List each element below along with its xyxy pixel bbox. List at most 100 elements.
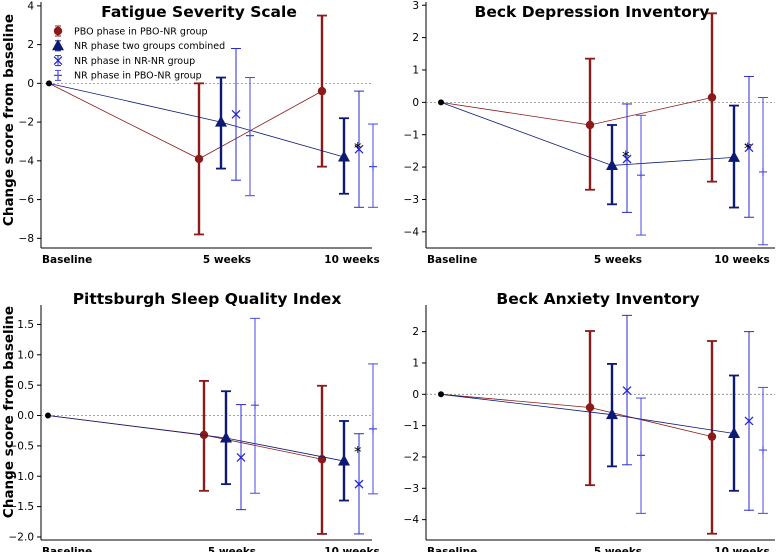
data-point [707, 93, 717, 102]
x-tick-label-baseline: Baseline [427, 546, 477, 552]
panel-title: Beck Anxiety Inventory [496, 290, 699, 308]
data-point [585, 403, 595, 412]
y-tick-label: 1 [412, 358, 419, 370]
y-tick-label: 2 [412, 326, 419, 338]
series-nr-phase-in-pbo-nr-group [636, 386, 768, 514]
y-axis-label-bottom: Change score from baseline [1, 306, 17, 518]
y-tick-label: 3 [412, 0, 419, 12]
y-tick-label: 1.5 [17, 319, 34, 331]
y-tick-label: 4 [27, 0, 34, 12]
y-tick-label: −1.0 [9, 471, 35, 483]
data-point [637, 451, 645, 460]
data-point [236, 452, 246, 462]
legend-item-pbo-phase-in-pbo-nr-group: PBO phase in PBO-NR group [53, 25, 208, 37]
data-point [354, 479, 364, 489]
legend-label: NR phase in PBO-NR group [74, 71, 202, 82]
panel-title: Fatigue Severity Scale [101, 3, 297, 21]
y-tick-label: 0 [412, 389, 419, 401]
y-tick-label: −3 [404, 483, 419, 495]
series-line [440, 101, 735, 166]
x-tick-label-10-weeks: 10 weeks [714, 546, 769, 552]
x-tick-label-baseline: Baseline [42, 254, 92, 266]
data-point [728, 426, 740, 438]
panel-beck-depression-inventory: Beck Depression Inventory 3 2 1 0 −1 −2 −3 −4 Bas… [404, 0, 775, 266]
y-tick-label: −2.0 [9, 532, 35, 544]
legend-marker [54, 71, 62, 80]
legend-label: PBO phase in PBO-NR group [74, 26, 208, 37]
series-nr-phase-in-nr-nr-group [622, 314, 754, 511]
legend-marker [52, 39, 64, 51]
series-nr-phase-two-groups-combined [440, 363, 740, 492]
data-point [759, 446, 767, 455]
baseline-point [438, 391, 444, 398]
x-tick-label-10-weeks: 10 weeks [714, 254, 769, 266]
y-tick-label: −8 [19, 233, 34, 245]
panel-fatigue-severity-scale: Fatigue Severity Scale 4 2 0 −2 −4 −6 −8 Baselin… [19, 0, 380, 266]
y-tick-label: −2 [19, 117, 34, 129]
data-point [317, 86, 327, 96]
data-point [369, 162, 377, 171]
panel-title: Pittsburgh Sleep Quality Index [73, 290, 342, 308]
legend-label: NR phase in NR-NR group [74, 56, 195, 67]
data-point [606, 158, 618, 170]
y-tick-label: 0.5 [17, 380, 34, 392]
data-point [759, 167, 767, 176]
series-nr-phase-in-nr-nr-group [236, 404, 364, 535]
data-point [728, 150, 740, 162]
x-tick-label-10-weeks: 10 weeks [324, 254, 379, 266]
data-point [338, 454, 350, 466]
y-tick-label: −4 [19, 155, 35, 167]
y-tick-label: −1.5 [9, 501, 35, 513]
legend: PBO phase in PBO-NR group NR phase two gr… [52, 25, 225, 82]
series-nr-phase-two-groups-combined [440, 101, 740, 209]
x-tick-label-10-weeks: 10 weeks [324, 546, 379, 552]
data-point [744, 143, 754, 153]
y-tick-label: 1 [412, 65, 419, 77]
data-point [622, 154, 632, 164]
series-nr-phase-in-nr-nr-group [622, 75, 754, 218]
data-point [585, 120, 595, 130]
data-point [215, 115, 227, 127]
series-nr-phase-two-groups-combined [48, 76, 350, 195]
data-point [231, 109, 241, 119]
data-point [194, 154, 204, 164]
series-line [47, 415, 323, 460]
baseline-point [438, 99, 444, 106]
data-point [354, 144, 364, 154]
y-tick-label: −0.5 [9, 440, 35, 452]
y-tick-label: 0.0 [17, 410, 34, 422]
x-tick-label-baseline: Baseline [42, 546, 92, 552]
data-point [338, 150, 350, 162]
y-tick-label: −1 [404, 420, 419, 432]
significance-marker: * [622, 147, 630, 165]
data-point [251, 401, 259, 410]
y-axis-label-top: Change score from baseline [1, 14, 17, 226]
series-pbo-phase-in-pbo-nr-group [440, 12, 717, 191]
y-tick-label: 1.0 [17, 349, 34, 361]
y-tick-label: −2 [404, 452, 419, 464]
x-tick-label-5-weeks: 5 weeks [594, 546, 642, 552]
y-tick-label: 2 [27, 39, 34, 51]
legend-item-nr-phase-in-nr-nr-group: NR phase in NR-NR group [53, 55, 195, 67]
significance-marker: * [354, 139, 362, 157]
legend-marker [53, 56, 63, 66]
data-point [246, 131, 254, 140]
panel-beck-anxiety-inventory: Beck Anxiety Inventory 2 1 0 −1 −2 −3 −4 Baselin… [404, 290, 775, 552]
x-tick-label-baseline: Baseline [427, 254, 477, 266]
series-nr-phase-in-nr-nr-group [231, 47, 364, 208]
x-tick-label-5-weeks: 5 weeks [208, 546, 256, 552]
data-point [744, 416, 754, 426]
series-pbo-phase-in-pbo-nr-group [47, 380, 327, 535]
series-nr-phase-in-pbo-nr-group [636, 96, 768, 246]
y-tick-label: 0 [412, 97, 419, 109]
legend-label: NR phase two groups combined [74, 41, 225, 52]
y-tick-label: 0 [27, 78, 34, 90]
data-point [369, 424, 377, 433]
data-point [707, 432, 717, 441]
y-tick-label: −2 [404, 162, 419, 174]
significance-marker: * [744, 139, 752, 157]
series-line [440, 393, 713, 437]
x-tick-label-5-weeks: 5 weeks [203, 254, 251, 266]
series-pbo-phase-in-pbo-nr-group [48, 14, 327, 236]
